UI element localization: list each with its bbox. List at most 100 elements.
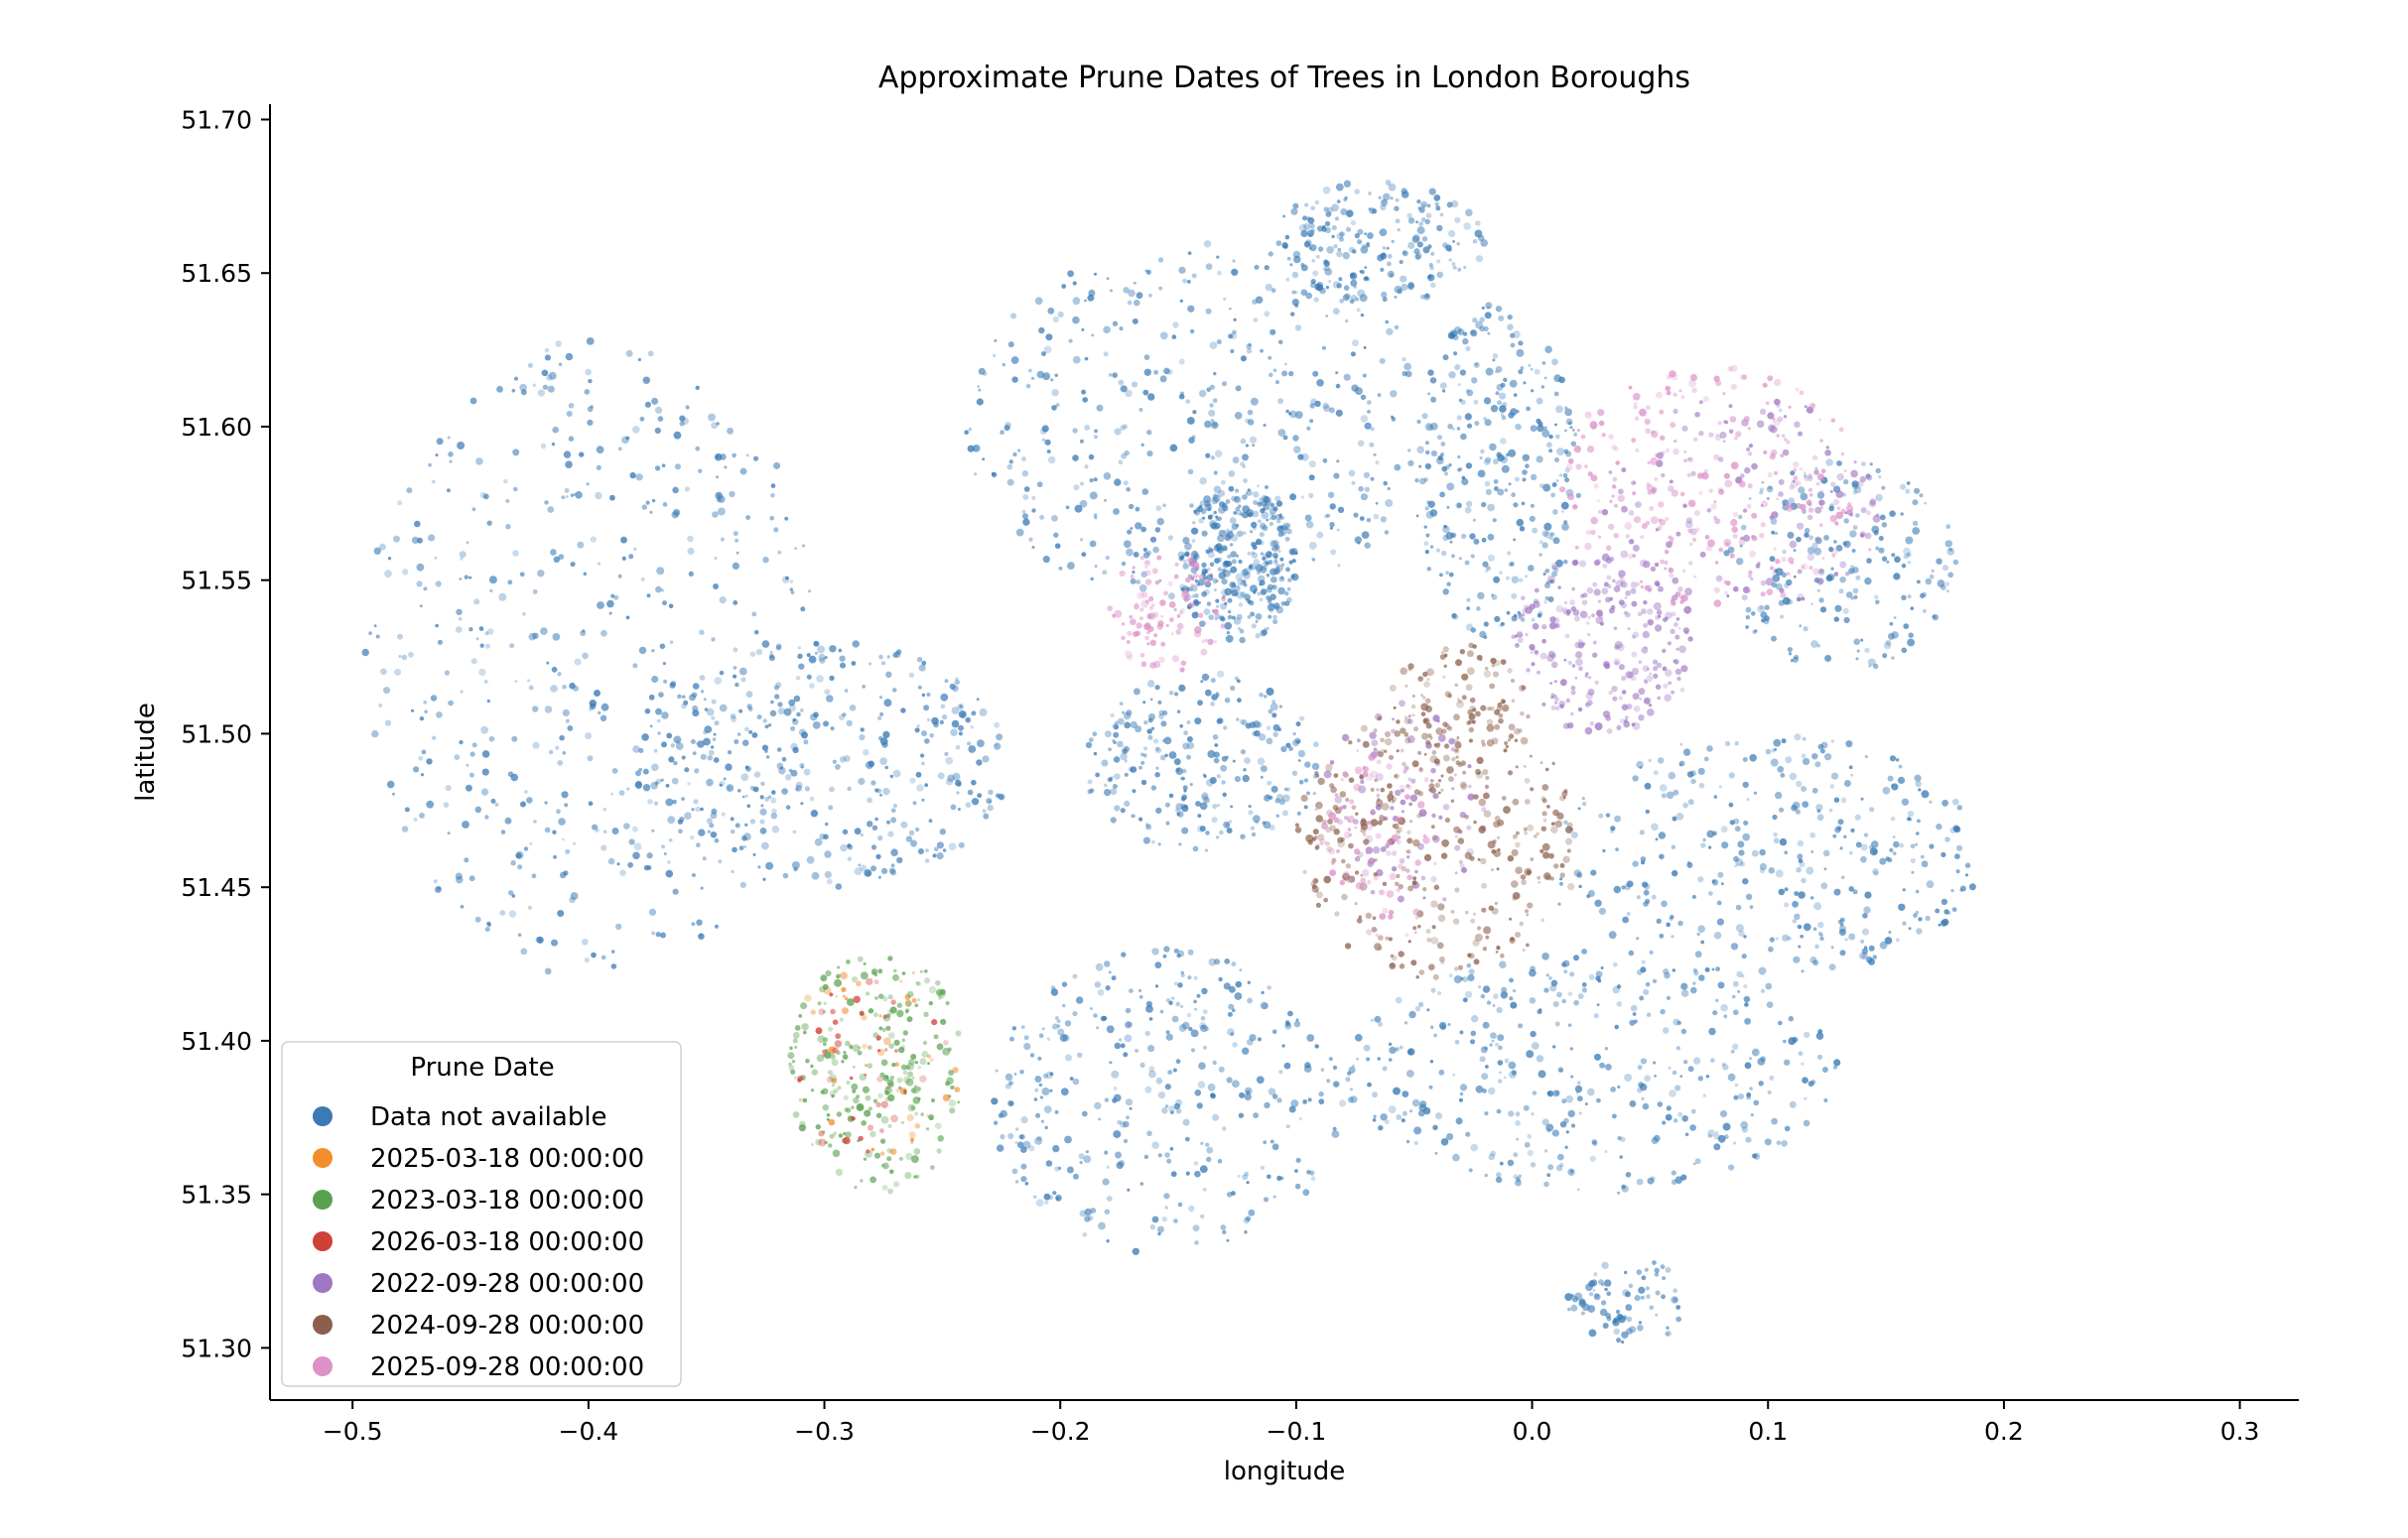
- data-point: [1436, 259, 1441, 264]
- data-point: [1675, 813, 1684, 821]
- data-point: [1376, 773, 1384, 781]
- data-point: [1687, 636, 1693, 642]
- data-point: [1281, 522, 1290, 531]
- data-point: [768, 723, 772, 727]
- data-point: [704, 725, 713, 733]
- data-point: [511, 894, 516, 898]
- data-point: [1333, 472, 1340, 479]
- data-point: [1181, 794, 1188, 801]
- data-point: [1310, 205, 1316, 211]
- data-point: [916, 998, 920, 1002]
- data-point: [1432, 793, 1439, 800]
- data-point: [1312, 792, 1316, 796]
- data-point: [1461, 477, 1469, 486]
- data-point: [1574, 676, 1578, 680]
- data-point: [932, 853, 937, 858]
- data-point: [654, 781, 659, 786]
- data-point: [1463, 265, 1467, 270]
- data-point: [879, 1072, 885, 1078]
- data-point: [401, 654, 408, 661]
- data-point: [1543, 1149, 1548, 1153]
- data-point: [1873, 594, 1879, 599]
- data-point: [1604, 1279, 1612, 1287]
- data-point: [1357, 228, 1364, 235]
- data-point: [1427, 244, 1432, 249]
- data-point: [1208, 409, 1216, 417]
- data-point: [1212, 1060, 1217, 1066]
- data-point: [835, 764, 841, 770]
- data-point: [1811, 787, 1818, 794]
- data-point: [1310, 279, 1316, 285]
- data-point: [434, 556, 438, 560]
- data-point: [1768, 946, 1774, 953]
- data-point: [993, 353, 997, 357]
- data-point: [1036, 370, 1045, 379]
- data-point: [1119, 702, 1124, 705]
- data-point: [1517, 610, 1522, 615]
- data-point: [1694, 951, 1702, 959]
- data-point: [895, 1089, 900, 1093]
- data-point: [1260, 522, 1267, 530]
- data-point: [1377, 254, 1385, 262]
- data-point: [1270, 576, 1277, 583]
- data-point: [699, 934, 703, 937]
- data-point: [1267, 599, 1272, 604]
- data-point: [1181, 827, 1189, 834]
- data-point: [1387, 270, 1395, 278]
- data-point: [1084, 1208, 1092, 1217]
- data-point: [1235, 523, 1240, 528]
- data-point: [1588, 973, 1595, 980]
- data-point: [1024, 1182, 1029, 1186]
- data-point: [809, 796, 815, 802]
- data-point: [711, 422, 719, 430]
- data-point: [1340, 208, 1348, 215]
- data-point: [1683, 1060, 1688, 1065]
- data-point: [1788, 1037, 1797, 1046]
- data-point: [1350, 272, 1355, 278]
- data-point: [1416, 419, 1421, 425]
- data-point: [1192, 521, 1196, 525]
- data-point: [1901, 647, 1908, 654]
- data-point: [421, 749, 427, 755]
- data-point: [1091, 333, 1095, 337]
- data-point: [1672, 869, 1678, 877]
- data-point: [1430, 251, 1435, 256]
- data-point: [1819, 606, 1827, 613]
- data-point: [1051, 514, 1058, 522]
- data-point: [1457, 467, 1462, 472]
- data-point: [1324, 220, 1331, 227]
- data-point: [1506, 452, 1510, 457]
- data-point: [1442, 588, 1449, 595]
- data-point: [1462, 997, 1468, 1003]
- data-point: [1406, 212, 1412, 219]
- data-point: [1066, 1166, 1074, 1174]
- data-point: [1356, 917, 1363, 924]
- data-point: [936, 1148, 942, 1154]
- data-point: [1198, 1021, 1207, 1030]
- data-point: [840, 971, 848, 980]
- data-point: [1579, 610, 1588, 619]
- data-point: [1817, 931, 1822, 937]
- data-point: [1666, 1105, 1672, 1111]
- data-point: [1596, 1097, 1601, 1103]
- data-point: [947, 774, 955, 783]
- data-point: [1538, 553, 1542, 557]
- data-point: [1544, 582, 1550, 588]
- data-point: [1154, 772, 1160, 778]
- data-point: [1792, 919, 1798, 924]
- data-point: [1555, 604, 1563, 613]
- data-point: [1768, 867, 1776, 874]
- data-point: [1197, 814, 1202, 819]
- data-point: [1113, 508, 1120, 515]
- data-point: [1285, 787, 1290, 792]
- data-point: [1218, 1066, 1225, 1073]
- data-point: [1677, 920, 1683, 927]
- data-point: [1117, 717, 1125, 725]
- data-point: [1878, 536, 1884, 541]
- data-point: [1226, 1192, 1233, 1198]
- data-point: [646, 865, 652, 870]
- data-point: [1429, 1025, 1434, 1029]
- data-point: [1272, 546, 1278, 553]
- data-point: [1815, 804, 1823, 812]
- data-point: [1852, 889, 1858, 895]
